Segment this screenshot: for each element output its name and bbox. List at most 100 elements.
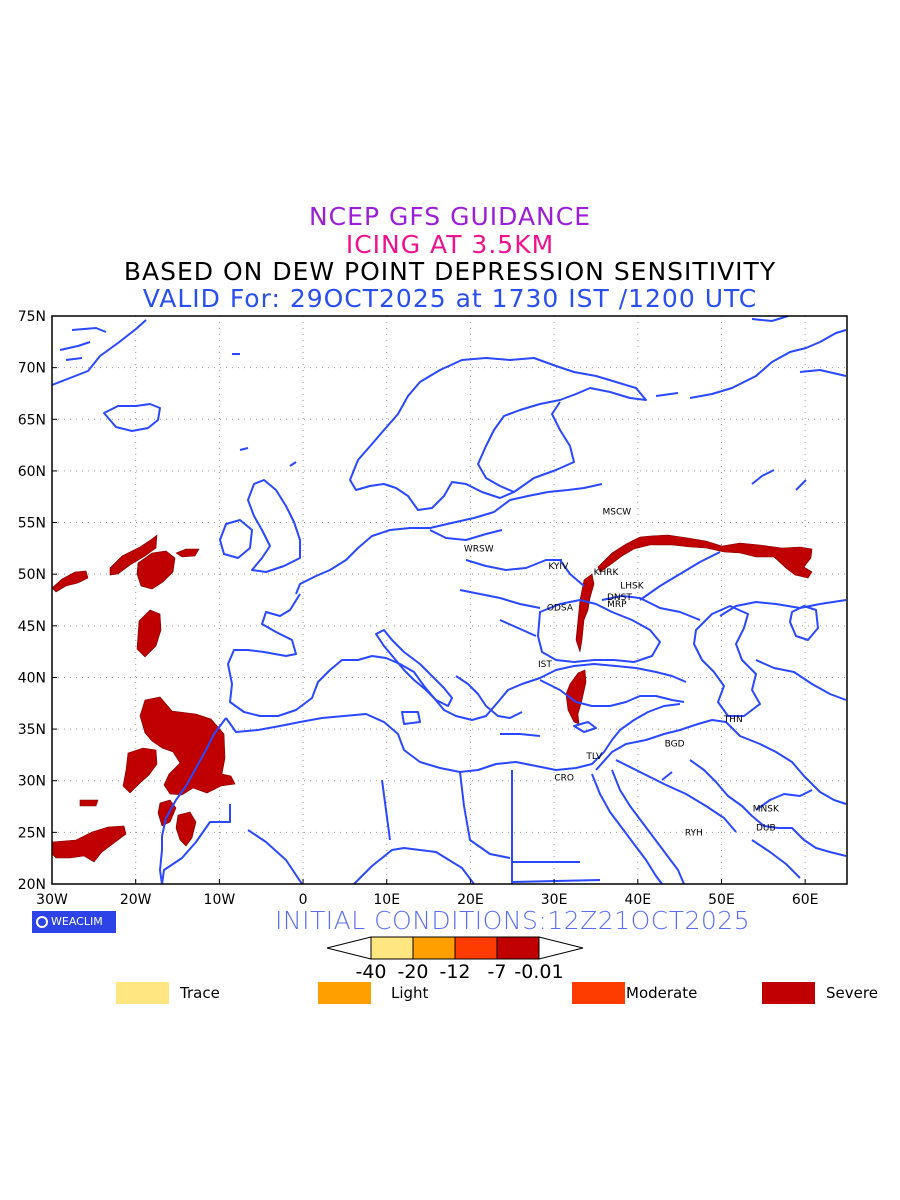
- city-label-lhsk: LHSK: [620, 582, 644, 592]
- lat-tick-label: 30N: [18, 774, 46, 790]
- lon-tick-label: 10W: [204, 892, 236, 908]
- border-interior-5: [615, 759, 801, 879]
- legend-swatch-severe: [762, 982, 815, 1004]
- coast-africa-north: [225, 703, 681, 773]
- city-label-thn: THN: [723, 715, 743, 725]
- lon-tick-label: 60E: [792, 892, 819, 908]
- logo-text: WEACLIM: [51, 915, 103, 928]
- colorbar-moderate: [454, 936, 498, 960]
- coast-iceland: [103, 403, 161, 432]
- border-interior-4: [595, 719, 847, 805]
- coast-finland: [513, 401, 575, 493]
- coast-ireland: [219, 519, 253, 559]
- colorbar-trace: [370, 936, 414, 960]
- coast-arctic-ru: [655, 315, 847, 399]
- colorbar-tick-label: -12: [439, 961, 471, 983]
- coast-gulf: [689, 759, 847, 857]
- city-label-bgd: BGD: [665, 740, 685, 750]
- border-turkey: [539, 679, 685, 707]
- border-interior-3: [381, 770, 601, 884]
- colorbar: [326, 936, 584, 960]
- lat-tick-label: 40N: [18, 670, 46, 686]
- city-label-mscw: MSCW: [603, 507, 632, 517]
- map-frame: [51, 315, 848, 885]
- icing-area-canary: [175, 811, 197, 847]
- logo-icon: [36, 916, 48, 928]
- initial-conditions: INITIAL CONDITIONS:12Z21OCT2025: [275, 906, 751, 935]
- lat-tick-label: 60N: [18, 464, 46, 480]
- lon-tick-label: 20E: [457, 892, 484, 908]
- city-label-cro: CRO: [554, 774, 574, 784]
- coast-red-sea: [591, 769, 685, 885]
- colorbar-tick-label: -40: [355, 961, 387, 983]
- map-grid: [52, 316, 847, 884]
- city-label-odsa: ODSA: [547, 603, 574, 613]
- coast-small-islands: [232, 353, 807, 781]
- lon-tick-label: 0: [299, 892, 308, 908]
- coast-britain: [247, 479, 301, 573]
- border-interior-1: [161, 804, 231, 885]
- icing-area-azores-3: [79, 799, 99, 807]
- legend-swatch-light: [318, 982, 371, 1004]
- icing-areas: [51, 534, 813, 863]
- colorbar-light: [412, 936, 456, 960]
- title-line-3: BASED ON DEW POINT DEPRESSION SENSITIVIT…: [123, 257, 777, 286]
- title-line-1: NCEP GFS GUIDANCE: [308, 202, 591, 231]
- coast-italy: [375, 629, 453, 725]
- icing-area-turkey-east: [565, 669, 587, 725]
- city-label-ryh: RYH: [685, 828, 703, 838]
- colorbar-right-arrow: [538, 936, 584, 960]
- legend-label-severe: Severe: [826, 984, 878, 1002]
- city-label-wrsw: WRSW: [464, 544, 494, 554]
- lat-tick-label: 65N: [18, 412, 46, 428]
- coast-africa-west: [159, 717, 227, 885]
- colorbar-severe: [496, 936, 540, 960]
- border-interior-6: [429, 529, 847, 701]
- lon-tick-label: 30E: [541, 892, 568, 908]
- icing-area-tropical-atlantic: [51, 825, 127, 863]
- icing-area-north-atlantic-3: [136, 550, 176, 590]
- colorbar-tick-label: -7: [487, 961, 507, 983]
- title-line-2: ICING AT 3.5KM: [345, 230, 555, 259]
- city-label-khrk: KHRK: [594, 568, 620, 578]
- legend-label-light: Light: [391, 984, 429, 1002]
- lat-tick-label: 45N: [18, 619, 46, 635]
- lon-tick-label: 50E: [708, 892, 735, 908]
- city-label-mnsk: MNSK: [753, 805, 780, 815]
- coastlines-and-borders: [51, 315, 847, 885]
- lon-tick-label: 30W: [36, 892, 68, 908]
- city-label-ist: IST: [538, 660, 552, 670]
- icing-area-azores-1: [139, 696, 236, 796]
- coast-greece: [455, 675, 541, 737]
- lat-tick-label: 50N: [18, 567, 46, 583]
- title-line-4: VALID For: 29OCT2025 at 1730 IST /1200 U…: [142, 284, 758, 313]
- icing-area-north-atlantic-2: [109, 534, 158, 576]
- lon-tick-label: 10E: [373, 892, 400, 908]
- coast-cyprus: [573, 721, 597, 733]
- lon-tick-label: 40E: [624, 892, 651, 908]
- border-interior-2: [247, 829, 475, 885]
- lat-tick-label: 70N: [18, 361, 46, 377]
- legend-swatch-trace: [116, 982, 169, 1004]
- icing-area-ukraine-coast: [575, 573, 595, 653]
- weaclim-logo: WEACLIM: [32, 911, 116, 933]
- colorbar-tick-label: -20: [397, 961, 429, 983]
- icing-area-azores-2: [122, 747, 158, 794]
- icing-area-russia-belt: [597, 534, 813, 579]
- lat-tick-label: 55N: [18, 516, 46, 532]
- lon-tick-label: 20W: [120, 892, 152, 908]
- city-label-tlv: TLV: [585, 752, 603, 762]
- legend-label-trace: Trace: [180, 984, 220, 1002]
- city-label-mrp: MRP: [607, 600, 627, 610]
- lat-tick-label: 35N: [18, 722, 46, 738]
- icing-area-north-atlantic-1: [51, 570, 89, 593]
- lat-tick-label: 25N: [18, 825, 46, 841]
- city-label-kyiv: KYIV: [548, 562, 569, 572]
- colorbar-left-arrow: [326, 936, 372, 960]
- colorbar-tick-label: -0.01: [514, 961, 564, 983]
- coast-europe: [227, 483, 687, 721]
- lat-tick-label: 75N: [18, 309, 46, 325]
